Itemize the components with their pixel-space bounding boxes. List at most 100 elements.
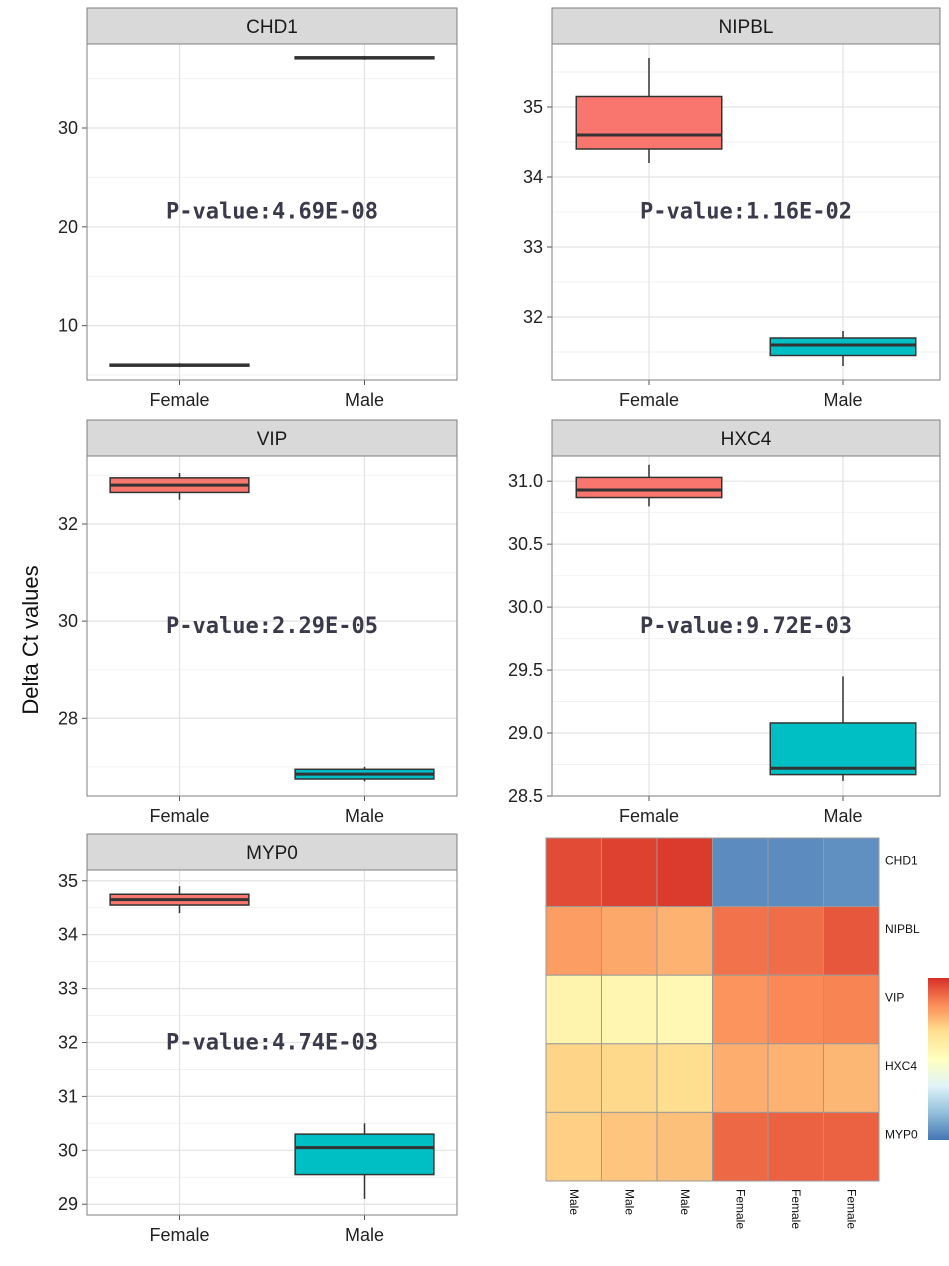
panel-border: [86, 869, 458, 1216]
y-tick-label: 28.5: [508, 786, 543, 806]
panel-border: [86, 43, 458, 381]
heatmap-cell-myp0-5: [823, 1111, 880, 1182]
heatmap-cell-nipbl-4: [767, 906, 824, 976]
heatmap-cell-myp0-4: [767, 1111, 824, 1182]
x-tick-label-male: Male: [345, 806, 384, 826]
strip-label-hxc4: HXC4: [721, 429, 772, 450]
box-chd1-male: [294, 55, 435, 60]
y-tick-label: 33: [523, 237, 543, 257]
box-body: [575, 476, 723, 499]
heatmap-cell-myp0-1: [601, 1111, 658, 1182]
heatmap-row-label-nipbl: NIPBL: [885, 922, 920, 936]
heatmap-cell-vip-5: [823, 974, 880, 1045]
y-tick-label: 34: [58, 925, 78, 945]
y-tick-label: 32: [523, 307, 543, 327]
heatmap-cell-vip-2: [656, 974, 713, 1045]
heatmap-cell-hxc4-3: [712, 1043, 769, 1113]
strip-label-myp0: MYP0: [246, 843, 298, 864]
heatmap-row-label-vip: VIP: [885, 991, 904, 1005]
box-body: [575, 95, 723, 150]
heatmap-cell-vip-3: [712, 974, 769, 1045]
x-tick-label-female: Female: [619, 390, 679, 410]
box-myp0-female: [109, 886, 250, 914]
box-vip-male: [294, 766, 435, 782]
boxplot-panels: CHD1 10 20 30 Female Male P-value:4.69E-08 NIPB…: [58, 7, 941, 1245]
x-tick-label-female: Female: [149, 1225, 209, 1245]
y-tick-label: 35: [58, 871, 78, 891]
strip-label-vip: VIP: [257, 429, 288, 450]
heatmap-col-label-1: Male: [622, 1189, 636, 1215]
heatmap-colorbar: [928, 978, 949, 1140]
heatmap-row-label-chd1: CHD1: [885, 853, 918, 867]
heatmap-cell-chd1-5: [823, 837, 880, 908]
y-tick-label: 32: [58, 1033, 78, 1053]
heatmap-cell-chd1-2: [656, 837, 713, 908]
box-chd1-female: [109, 363, 250, 368]
y-tick-label: 30: [58, 1140, 78, 1160]
heatmap-cell-vip-1: [601, 974, 658, 1045]
box-nipbl-male: [769, 331, 917, 366]
strip-label-chd1: CHD1: [246, 17, 298, 38]
heatmap-cell-vip-0: [545, 974, 602, 1045]
x-tick-label-female: Female: [619, 806, 679, 826]
y-axis-label: Delta Ct values: [18, 565, 43, 714]
panel-border: [86, 455, 458, 797]
heatmap-col-label-5: Female: [844, 1189, 858, 1229]
strip-nipbl: [551, 7, 941, 45]
x-tick-label-male: Male: [345, 390, 384, 410]
p-value-hxc4: P-value:9.72E-03: [640, 614, 852, 639]
heatmap-cell-hxc4-4: [767, 1043, 824, 1113]
x-tick-label-female: Female: [149, 806, 209, 826]
heatmap-row-label-hxc4: HXC4: [885, 1059, 917, 1073]
y-tick-label: 32: [58, 514, 78, 534]
panel-vip: VIP 28 30 32 Female Male P-value:2.29E-05: [58, 419, 458, 826]
strip-chd1: [86, 7, 458, 45]
heatmap-row-label-myp0: MYP0: [885, 1128, 918, 1142]
plot-area-chd1: [87, 44, 457, 380]
heatmap-col-label-3: Female: [733, 1189, 747, 1229]
x-tick-label-male: Male: [345, 1225, 384, 1245]
heatmap-cell-hxc4-5: [823, 1043, 880, 1113]
p-value-myp0: P-value:4.74E-03: [166, 1030, 378, 1055]
heatmap-cell-myp0-0: [545, 1111, 602, 1182]
x-tick-label-female: Female: [149, 390, 209, 410]
box-nipbl-female: [575, 58, 723, 163]
y-tick-label: 30.0: [508, 597, 543, 617]
panel-nipbl: NIPBL 32 33 34 35 Female Male P-value:1.16E-02: [523, 7, 941, 410]
x-tick-label-male: Male: [823, 390, 862, 410]
heatmap-cell-chd1-0: [545, 837, 602, 908]
y-tick-label: 20: [58, 217, 78, 237]
y-tick-label: 30: [58, 611, 78, 631]
heatmap-cell-hxc4-0: [545, 1043, 602, 1113]
box-myp0-male: [294, 1123, 435, 1199]
x-tick-label-male: Male: [823, 806, 862, 826]
box-vip-female: [109, 473, 250, 500]
y-tick-label: 34: [523, 167, 543, 187]
p-value-chd1: P-value:4.69E-08: [166, 200, 378, 225]
y-tick-label: 29.0: [508, 723, 543, 743]
panel-chd1: CHD1 10 20 30 Female Male P-value:4.69E-08: [58, 7, 458, 410]
y-tick-label: 33: [58, 979, 78, 999]
y-tick-label: 30: [58, 118, 78, 138]
heatmap-col-label-2: Male: [678, 1189, 692, 1215]
heatmap-cell-nipbl-5: [823, 906, 880, 976]
plot-area-vip: [87, 456, 457, 796]
p-value-vip: P-value:2.29E-05: [166, 614, 378, 639]
heatmap-cell-vip-4: [767, 974, 824, 1045]
y-tick-label: 29.5: [508, 660, 543, 680]
y-tick-label: 10: [58, 316, 78, 336]
strip-hxc4: [551, 419, 941, 457]
heatmap-cell-chd1-4: [767, 837, 824, 908]
heatmap-cell-chd1-3: [712, 837, 769, 908]
panel-hxc4: HXC4 28.5 29.0 29.5 30.0 30.5 31.0 Female Male P-…: [508, 419, 941, 826]
y-tick-label: 30.5: [508, 534, 543, 554]
y-tick-label: 28: [58, 708, 78, 728]
heatmap-cell-myp0-3: [712, 1111, 769, 1182]
box-hxc4-male: [769, 676, 917, 781]
heatmap-cell-nipbl-3: [712, 906, 769, 976]
strip-label-nipbl: NIPBL: [719, 17, 774, 38]
heatmap-cell-hxc4-2: [656, 1043, 713, 1113]
heatmap-cell-nipbl-2: [656, 906, 713, 976]
box-hxc4-female: [575, 464, 723, 507]
